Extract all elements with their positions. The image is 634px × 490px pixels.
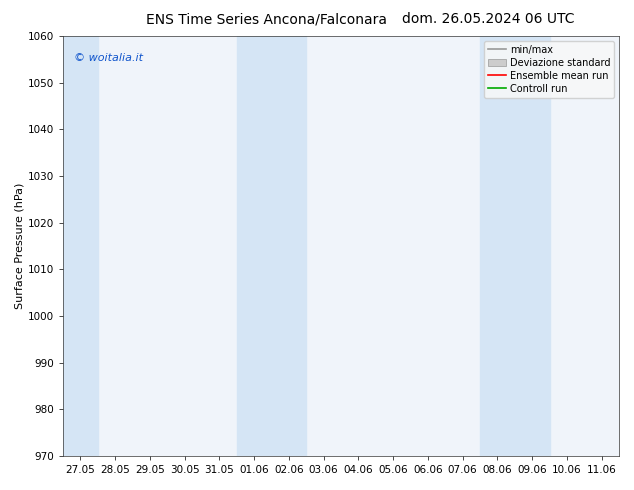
Bar [63,36,98,456]
Text: ENS Time Series Ancona/Falconara: ENS Time Series Ancona/Falconara [146,12,387,26]
Bar [236,36,306,456]
Text: dom. 26.05.2024 06 UTC: dom. 26.05.2024 06 UTC [402,12,574,26]
Legend: min/max, Deviazione standard, Ensemble mean run, Controll run: min/max, Deviazione standard, Ensemble m… [484,41,614,98]
Text: © woitalia.it: © woitalia.it [74,53,143,63]
Y-axis label: Surface Pressure (hPa): Surface Pressure (hPa) [15,183,25,309]
Bar [480,36,550,456]
